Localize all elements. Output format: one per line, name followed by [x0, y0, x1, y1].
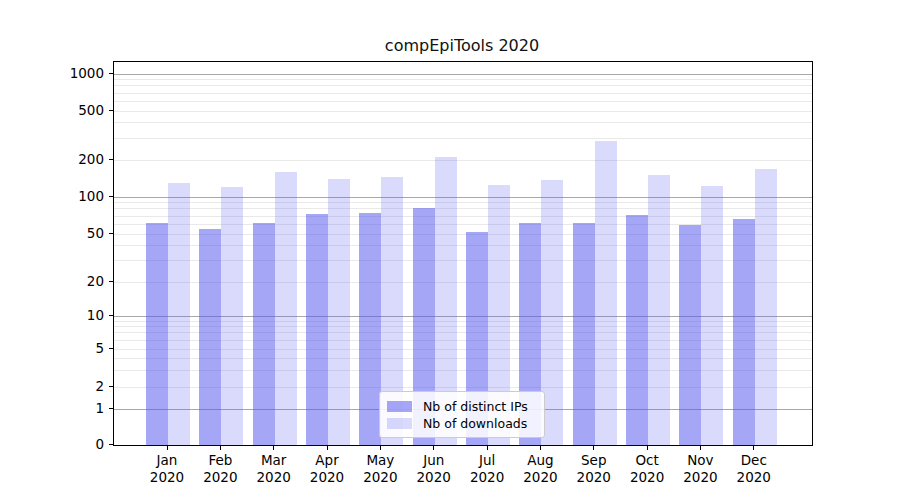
- bar-downloads-mar: [275, 172, 297, 445]
- bar-distinct-ips-mar: [253, 223, 275, 445]
- x-tick-label-jun: Jun2020: [406, 452, 462, 486]
- bar-downloads-apr: [328, 179, 350, 445]
- x-tick-mark: [167, 446, 168, 450]
- x-tick-mark: [487, 446, 488, 450]
- x-tick-label-mar: Mar2020: [246, 452, 302, 486]
- y-tick-mark: [109, 233, 114, 234]
- gridline-minor: [114, 122, 812, 123]
- x-tick-label-jul: Jul2020: [459, 452, 515, 486]
- y-tick-mark: [109, 444, 114, 445]
- x-tick-mark: [647, 446, 648, 450]
- chart-title: compEpiTools 2020: [113, 36, 811, 55]
- legend-swatch-distinct-ips: [387, 401, 412, 412]
- y-tick-label: 10: [58, 308, 104, 322]
- legend-row-distinct-ips: Nb of distinct IPs: [387, 398, 536, 414]
- legend: Nb of distinct IPs Nb of downloads: [379, 391, 545, 438]
- bar-downloads-nov: [701, 186, 723, 445]
- y-tick-mark: [109, 281, 114, 282]
- legend-row-downloads: Nb of downloads: [387, 415, 536, 431]
- gridline-minor: [114, 93, 812, 94]
- x-tick-label-dec: Dec2020: [726, 452, 782, 486]
- y-tick-label: 2: [58, 379, 104, 393]
- x-tick-mark: [327, 446, 328, 450]
- y-tick-mark: [109, 159, 114, 160]
- y-tick-label: 0: [58, 437, 104, 451]
- y-tick-label: 50: [58, 226, 104, 240]
- y-tick-mark: [109, 110, 114, 111]
- legend-label-distinct-ips: Nb of distinct IPs: [423, 399, 528, 414]
- bar-distinct-ips-dec: [733, 219, 755, 445]
- x-tick-label-aug: Aug2020: [512, 452, 568, 486]
- x-tick-label-sep: Sep2020: [566, 452, 622, 486]
- legend-label-downloads: Nb of downloads: [423, 416, 527, 431]
- x-tick-label-may: May2020: [352, 452, 408, 486]
- bar-distinct-ips-feb: [199, 229, 221, 445]
- y-tick-label: 1: [58, 401, 104, 415]
- y-tick-mark: [109, 408, 114, 409]
- y-tick-label: 100: [58, 189, 104, 203]
- x-tick-label-apr: Apr2020: [299, 452, 355, 486]
- x-tick-mark: [540, 446, 541, 450]
- legend-swatch-downloads: [387, 418, 412, 429]
- bar-downloads-jan: [168, 183, 190, 445]
- gridline-minor: [114, 160, 812, 161]
- y-tick-label: 20: [58, 274, 104, 288]
- gridline-minor: [114, 101, 812, 102]
- plot-area: [113, 61, 813, 446]
- gridline-minor: [114, 79, 812, 80]
- bar-distinct-ips-apr: [306, 214, 328, 445]
- x-tick-mark: [700, 446, 701, 450]
- x-tick-mark: [220, 446, 221, 450]
- gridline-minor: [114, 85, 812, 86]
- y-tick-mark: [109, 315, 114, 316]
- x-tick-label-jan: Jan2020: [139, 452, 195, 486]
- x-tick-mark: [273, 446, 274, 450]
- bar-downloads-feb: [221, 187, 243, 445]
- bar-distinct-ips-sep: [573, 223, 595, 445]
- y-tick-label: 200: [58, 152, 104, 166]
- y-tick-mark: [109, 386, 114, 387]
- gridline-minor: [114, 111, 812, 112]
- bar-downloads-sep: [595, 141, 617, 445]
- x-tick-label-oct: Oct2020: [619, 452, 675, 486]
- bar-downloads-dec: [755, 169, 777, 445]
- x-tick-mark: [380, 446, 381, 450]
- gridline-major: [114, 74, 812, 75]
- bar-distinct-ips-nov: [679, 225, 701, 445]
- y-tick-label: 5: [58, 341, 104, 355]
- x-tick-label-feb: Feb2020: [192, 452, 248, 486]
- bar-distinct-ips-oct: [626, 215, 648, 445]
- x-tick-mark: [593, 446, 594, 450]
- bar-downloads-oct: [648, 175, 670, 445]
- y-tick-mark: [109, 196, 114, 197]
- y-tick-mark: [109, 73, 114, 74]
- y-tick-label: 1000: [58, 66, 104, 80]
- bar-distinct-ips-jan: [146, 223, 168, 445]
- x-tick-mark: [753, 446, 754, 450]
- y-tick-mark: [109, 348, 114, 349]
- x-tick-label-nov: Nov2020: [672, 452, 728, 486]
- gridline-minor: [114, 138, 812, 139]
- x-tick-mark: [433, 446, 434, 450]
- chart-canvas: compEpiTools 2020 0 1 2 5 10 20 50 100 200 500 100…: [0, 0, 900, 500]
- y-tick-label: 500: [58, 103, 104, 117]
